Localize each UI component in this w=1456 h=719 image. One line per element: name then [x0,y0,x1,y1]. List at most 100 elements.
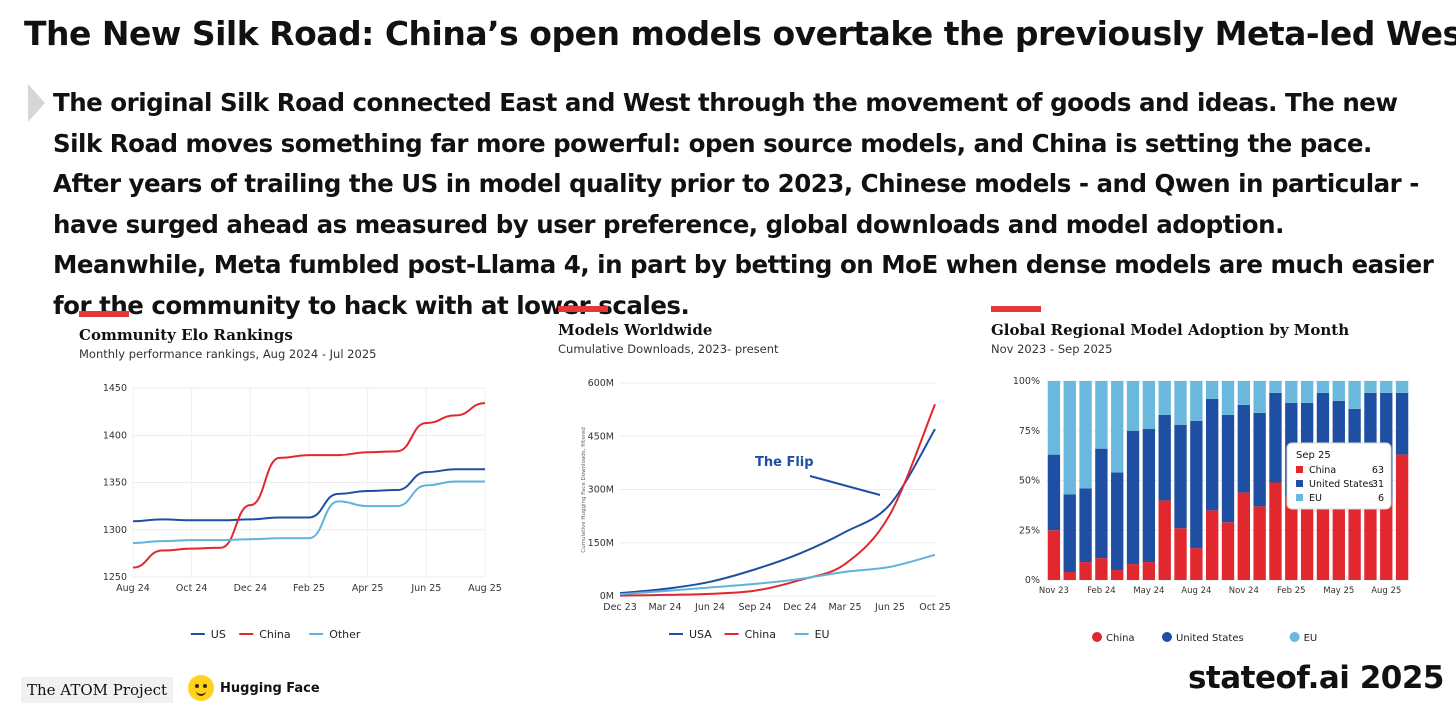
downloads-y-tick-label: 450M [588,431,614,442]
downloads-chart-title: Models Worldwide [558,321,713,339]
adoption-y-tick-label: 0% [1025,575,1040,586]
adoption-bar-united-states [1269,392,1282,483]
downloads-y-tick-label: 300M [588,485,614,496]
downloads-series-line-china [619,403,936,597]
downloads-x-tick-label: Mar 25 [828,602,861,613]
elo-y-tick-label: 1300 [103,525,127,536]
adoption-bar-eu [1395,381,1409,393]
adoption-bar-united-states [1158,414,1171,501]
elo-chart-title: Community Elo Rankings [79,326,293,344]
downloads-y-axis-label: Cumulative Hugging Face Downloads, filte… [581,427,587,552]
adoption-bar-united-states [1079,488,1092,563]
adoption-bar-united-states [1126,430,1140,565]
elo-legend-label: Other [329,628,361,641]
downloads-y-tick-label: 150M [588,538,614,549]
adoption-bar-eu [1079,381,1092,489]
adoption-bar-eu [1174,381,1187,425]
downloads-y-tick-label: 0M [600,591,614,602]
page-title: The New Silk Road: China’s open models o… [24,14,1456,53]
adoption-bar-united-states [1190,420,1203,549]
adoption-tooltip-value: 31 [1372,479,1384,490]
adoption-bar-eu [1206,381,1219,399]
downloads-x-tick-label: Dec 23 [603,602,637,613]
adoption-bar-eu [1364,381,1377,393]
elo-legend-label: US [211,628,226,641]
adoption-bar-china [1285,496,1298,580]
adoption-bar-united-states [1395,392,1409,455]
adoption-bar-eu [1269,381,1282,393]
adoption-bar-eu [1316,381,1330,393]
adoption-bar-china [1126,564,1140,580]
adoption-tooltip-swatch [1296,480,1303,487]
downloads-annotation: The Flip [755,455,814,470]
downloads-x-tick-label: Jun 25 [874,602,905,613]
adoption-bar-united-states [1221,414,1235,523]
adoption-y-tick-label: 100% [1013,376,1040,387]
elo-x-tick-label: Apr 25 [352,583,384,594]
adoption-legend-swatch [1092,632,1102,642]
downloads-annotation-arrow [809,475,881,496]
adoption-x-tick-label: Aug 24 [1181,586,1211,596]
downloads-y-tick-label: 600M [588,378,614,389]
intro-paragraph: The original Silk Road connected East an… [53,88,1434,320]
adoption-tooltip-label: United States [1309,479,1373,490]
adoption-bar-eu [1126,381,1140,431]
adoption-bar-united-states [1142,428,1156,563]
adoption-x-tick-label: Nov 23 [1039,586,1069,596]
adoption-bar-china [1206,510,1219,580]
adoption-bar-eu [1221,381,1235,415]
adoption-bar-china [1348,494,1361,580]
adoption-bar-eu [1300,381,1314,403]
adoption-bar-eu [1142,381,1156,429]
adoption-tooltip-value: 6 [1378,493,1384,504]
elo-chart-subtitle: Monthly performance rankings, Aug 2024 -… [79,347,377,361]
elo-x-tick-label: Dec 24 [234,583,268,594]
quote-marker-icon [28,84,45,122]
adoption-bar-eu [1158,381,1171,415]
downloads-chart-subtitle: Cumulative Downloads, 2023- present [558,342,779,356]
downloads-legend-label: China [745,628,776,641]
adoption-bar-china [1047,530,1061,580]
adoption-tooltip-title: Sep 25 [1296,450,1331,461]
adoption-legend-swatch [1289,632,1300,642]
adoption-bar-china [1300,496,1314,580]
adoption-legend-label: China [1106,633,1135,644]
adoption-y-tick-label: 25% [1019,525,1040,536]
adoption-tooltip-value: 63 [1372,465,1384,476]
hugging-face-icon [188,675,214,701]
adoption-tooltip-swatch [1296,466,1303,473]
adoption-bar-united-states [1063,494,1076,573]
elo-x-tick-label: Feb 25 [293,583,325,594]
elo-series-line-us [132,468,485,523]
adoption-x-tick-label: Nov 24 [1229,586,1259,596]
adoption-bar-china [1269,482,1282,580]
elo-y-tick-label: 1250 [103,572,127,583]
brand-label: stateof.ai 2025 [1187,660,1445,696]
adoption-bar-united-states [1111,472,1124,571]
adoption-bar-china [1079,562,1092,580]
downloads-x-tick-label: Sep 24 [738,602,771,613]
adoption-bar-china [1237,492,1250,580]
adoption-tooltip-box [1286,442,1392,510]
adoption-tooltip-swatch [1296,494,1303,501]
downloads-series-line-usa [619,428,936,595]
elo-x-tick-label: Aug 24 [116,583,150,594]
adoption-bar-china [1190,548,1203,580]
adoption-bar-china [1063,572,1076,580]
adoption-bar-china [1364,496,1377,580]
adoption-bar-china [1158,500,1171,580]
adoption-bar-eu [1237,381,1250,405]
adoption-bar-united-states [1206,398,1219,511]
adoption-bar-eu [1253,381,1266,413]
adoption-accent-bar [991,306,1041,312]
adoption-bar-eu [1332,381,1345,401]
adoption-x-tick-label: May 25 [1323,586,1354,596]
adoption-bar-united-states [1237,404,1250,493]
elo-x-tick-label: Jun 25 [410,583,441,594]
elo-accent-bar [79,311,129,317]
adoption-bar-china [1253,506,1266,580]
adoption-chart-title: Global Regional Model Adoption by Month [991,321,1350,339]
adoption-bar-eu [1190,381,1203,421]
